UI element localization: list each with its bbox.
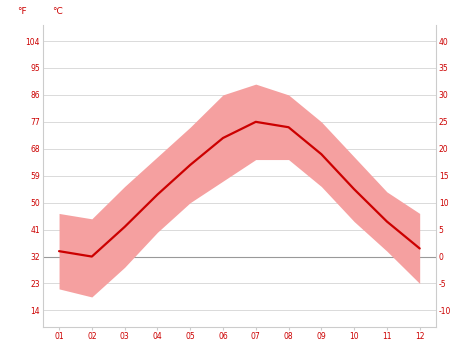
Text: °F: °F xyxy=(17,7,27,16)
Text: °C: °C xyxy=(53,7,63,16)
